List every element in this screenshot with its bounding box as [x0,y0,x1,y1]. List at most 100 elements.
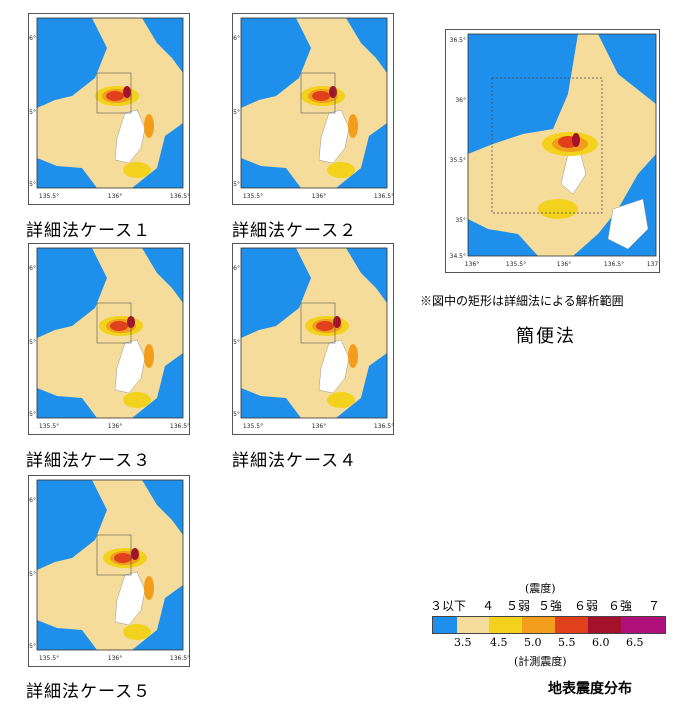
intensity-label: ６弱 [574,599,599,613]
detail-map-caption: 詳細法ケース５ [26,682,152,702]
tick-value: 5.5 [558,636,576,649]
y-tick-label: 35.5° [29,109,36,116]
x-tick-label: 135.5° [506,261,526,268]
x-tick-label: 136.5° [170,655,189,662]
y-tick-label: 35° [29,181,36,188]
detail-map-1: 135.5° 136° 136.5° 36° 35.5° 35° [28,13,190,205]
y-tick-label: 35° [233,181,240,188]
y-tick-label: 34.5° [450,253,466,260]
x-tick-label: 135.5° [39,655,59,662]
detail-map-caption: 詳細法ケース３ [26,451,152,471]
x-tick-label: 136.5° [170,423,189,430]
intensity-5-weak-area [538,199,578,219]
intensity-6-weak-area [114,553,132,563]
detail-map-3: 135.5° 136° 136.5° 36° 35.5° 35° [28,243,190,435]
intensity-6-strong-area [329,86,337,98]
intensity-5-strong-area [348,114,358,138]
tick-value: 6.0 [592,636,610,649]
y-tick-label: 35.5° [29,571,36,578]
simple-method-map: 136° 135.5° 136° 136.5° 137° 36.5° 36° 35.5° 35°… [445,29,660,273]
legend-color-swatch [621,617,665,633]
intensity-6-strong-area [572,133,580,147]
x-tick-label: 135.5° [39,423,59,430]
y-tick-label: 36° [233,265,240,272]
detail-map-caption: 詳細法ケース１ [26,221,152,241]
analysis-range-rect [491,77,603,214]
x-tick-label: 136° [108,193,122,200]
simple-method-caption: 簡便法 [516,326,576,347]
x-tick-label: 137° [647,261,659,268]
legend-color-swatch [489,617,522,633]
y-tick-label: 35.5° [233,109,240,116]
x-tick-label: 136.5° [170,193,189,200]
intensity-5-strong-area [348,344,358,368]
detail-map-caption: 詳細法ケース２ [232,221,358,241]
y-tick-label: 35.5° [29,339,36,346]
x-tick-label: 136.5° [374,193,393,200]
analysis-range-rect [300,72,336,114]
tick-value: 3.5 [454,636,472,649]
tick-value: 5.0 [524,636,542,649]
lake-biwa [318,109,350,164]
intensity-6-weak-area [312,91,330,101]
intensity-5-weak-area [327,392,355,408]
tick-value: 6.5 [626,636,644,649]
intensity-label: ４ [482,599,495,613]
intensity-label: ７ [648,599,661,613]
lake-biwa [318,339,350,394]
detail-map-2: 135.5° 136° 136.5° 36° 35.5° 35° [232,13,394,205]
y-tick-label: 36° [233,35,240,42]
intensity-6-weak-area [316,321,334,331]
intensity-label: ３以下 [430,599,467,613]
x-tick-label: 136° [312,423,326,430]
intensity-label: ５弱 [506,599,531,613]
intensity-5-weak-area [123,624,151,640]
detail-map-4: 135.5° 136° 136.5° 36° 35.5° 35° [232,243,394,435]
analysis-range-note: ※図中の矩形は詳細法による解析範囲 [420,294,624,308]
y-tick-label: 35° [233,411,240,418]
x-tick-label: 136° [108,655,122,662]
legend-color-swatch [588,617,621,633]
y-tick-label: 35.5° [450,157,466,164]
x-tick-label: 136° [465,261,479,268]
x-tick-label: 135.5° [243,193,263,200]
x-tick-label: 136° [557,261,571,268]
intensity-6-weak-area [106,91,124,101]
analysis-range-rect [96,534,132,576]
tick-value: 4.5 [490,636,508,649]
lake-biwa [114,109,146,164]
figure-title: 地表震度分布 [548,681,632,697]
y-tick-label: 35° [29,643,36,650]
y-tick-label: 36° [29,497,36,504]
intensity-color-bar [432,616,666,634]
y-tick-label: 36° [455,97,466,104]
y-tick-label: 36.5° [450,37,466,44]
analysis-range-rect [96,72,132,114]
legend-tick-values: 3.5 4.5 5.0 5.5 6.0 6.5 [432,636,672,650]
lake-biwa [114,571,146,626]
x-tick-label: 136° [108,423,122,430]
intensity-5-strong-area [144,114,154,138]
x-tick-label: 136° [312,193,326,200]
x-tick-label: 135.5° [39,193,59,200]
intensity-5-strong-area [144,344,154,368]
intensity-label: ５強 [538,599,563,613]
intensity-5-weak-area [123,162,151,178]
intensity-label: ６強 [608,599,633,613]
intensity-5-strong-area [144,576,154,600]
intensity-6-strong-area [123,86,131,98]
detail-map-caption: 詳細法ケース４ [232,451,358,471]
intensity-6-strong-area [131,548,139,560]
y-tick-label: 36° [29,35,36,42]
analysis-range-rect [96,302,132,344]
y-tick-label: 35° [455,217,466,224]
intensity-5-weak-area [327,162,355,178]
legend-color-swatch [457,617,489,633]
x-tick-label: 136.5° [604,261,624,268]
intensity-6-weak-area [110,321,128,331]
analysis-range-rect [300,302,336,344]
y-tick-label: 35° [29,411,36,418]
ise-bay [607,198,649,250]
lake-biwa [114,339,146,394]
detail-map-5: 135.5° 136° 136.5° 36° 35.5° 35° [28,475,190,667]
